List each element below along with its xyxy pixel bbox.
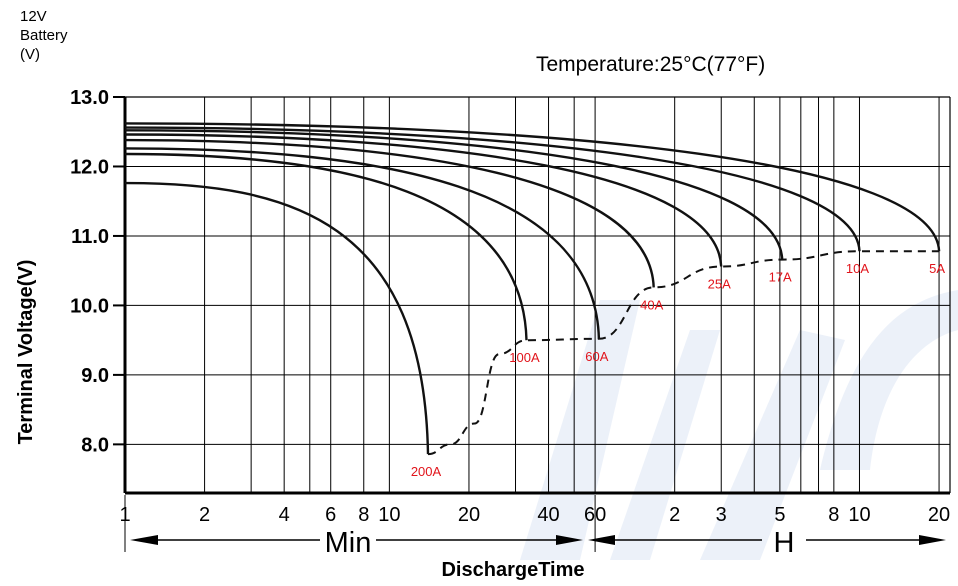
- x-tick-label: 10: [378, 504, 400, 526]
- discharge-curve-200a: [124, 181, 430, 455]
- cutoff-voltage-curve: [427, 250, 940, 456]
- series-labels: 200A 100A 60A 40A 25A 17A 10A 5A: [411, 261, 946, 479]
- discharge-curve-17a: [124, 129, 784, 260]
- x-tick-label: 8: [358, 504, 369, 526]
- x-tick-label: 10: [848, 504, 870, 526]
- section-label-min: Min: [325, 527, 372, 559]
- x-tick-label: 8: [828, 504, 839, 526]
- discharge-curves: [124, 122, 941, 455]
- series-label-100a: 100A: [509, 350, 540, 365]
- unit-label-line-1: 12V: [20, 8, 47, 25]
- discharge-curve-60a: [124, 147, 601, 339]
- series-label-40a: 40A: [640, 297, 663, 312]
- x-axis-title: DischargeTime: [441, 559, 584, 581]
- y-tick-label: 13.0: [70, 87, 109, 109]
- watermark-logo: [520, 290, 958, 560]
- series-label-10a: 10A: [846, 261, 869, 276]
- discharge-curve-40a: [124, 138, 655, 288]
- x-tick-label: 2: [199, 504, 210, 526]
- discharge-curve-5a: [124, 122, 941, 252]
- axes: [113, 96, 951, 552]
- series-label-60a: 60A: [585, 349, 608, 364]
- x-tick-label: 60: [584, 504, 606, 526]
- hour-arrow-head-left: [588, 535, 615, 545]
- y-tick-label: 9.0: [81, 365, 109, 387]
- x-tick-label: 20: [928, 504, 950, 526]
- min-arrow-head-left: [130, 535, 158, 545]
- temperature-annotation: Temperature:25°C(77°F): [536, 53, 765, 76]
- section-min-marker: Min: [130, 527, 583, 559]
- x-tick-label: 20: [458, 504, 480, 526]
- y-tick-label: 10.0: [70, 295, 109, 317]
- x-tick-label: 5: [774, 504, 785, 526]
- x-tick-labels: 1 2 4 6 8 10 20 40 60 2 3 5 8 10 20: [119, 504, 950, 526]
- x-tick-label: 2: [669, 504, 680, 526]
- unit-label-line-3: (V): [20, 46, 40, 63]
- series-label-17a: 17A: [769, 270, 792, 285]
- min-arrow-head-right: [556, 535, 583, 545]
- discharge-curve-100a: [124, 152, 528, 341]
- series-label-200a: 200A: [411, 464, 442, 479]
- x-tick-label: 6: [325, 504, 336, 526]
- y-axis-title: Terminal Voltage(V): [15, 260, 37, 445]
- y-tick-labels: 13.0 12.0 11.0 10.0 9.0 8.0: [70, 87, 109, 456]
- discharge-curve-25a: [124, 133, 723, 267]
- y-tick-label: 12.0: [70, 156, 109, 178]
- section-label-hour: H: [774, 527, 795, 559]
- x-tick-label: 4: [279, 504, 290, 526]
- series-label-5a: 5A: [929, 261, 945, 276]
- x-tick-label: 1: [119, 504, 130, 526]
- unit-label-line-2: Battery: [20, 27, 68, 44]
- cutoff-curve-group: [427, 250, 940, 456]
- discharge-curve-10a: [124, 126, 861, 252]
- section-hour-marker: H: [588, 527, 946, 559]
- grid: [125, 97, 950, 493]
- y-tick-label: 11.0: [71, 226, 109, 248]
- y-tick-label: 8.0: [81, 434, 109, 456]
- hour-arrow-head-right: [919, 535, 946, 545]
- x-tick-label: 3: [716, 504, 727, 526]
- series-label-25a: 25A: [708, 277, 731, 292]
- x-tick-label: 40: [537, 504, 559, 526]
